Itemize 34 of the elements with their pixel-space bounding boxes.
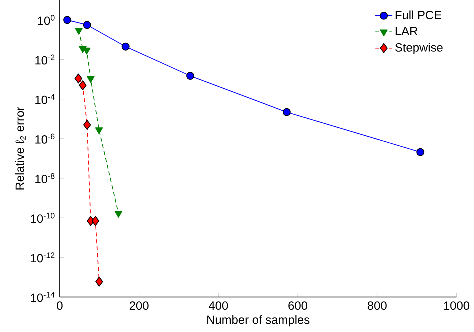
point	[114, 211, 123, 218]
point	[96, 276, 104, 287]
point	[79, 80, 87, 90]
point	[87, 76, 95, 84]
x-tick-label: 0	[57, 302, 63, 310]
x-axis-title: Number of samples	[208, 315, 310, 326]
point	[122, 42, 130, 51]
legend-label: LAR	[396, 27, 418, 36]
legend-label: Full PCE	[396, 10, 442, 20]
point	[74, 74, 82, 84]
point	[416, 148, 425, 156]
point	[186, 72, 194, 80]
y-tick-label: 10$^{-2}$	[36, 54, 55, 65]
point	[84, 120, 92, 130]
y-tick-label: 10$^{-8}$	[36, 173, 55, 184]
x-tick-label: 800	[368, 302, 387, 310]
y-axis-title: Relative ℓ$_{2}$ error	[15, 107, 26, 190]
point	[92, 216, 100, 226]
y-tick-label: 10$^{-14}$	[31, 292, 55, 302]
y-tick-label: 10$^{0}$	[38, 15, 55, 26]
point	[282, 108, 291, 116]
x-tick-label: 1000	[444, 302, 470, 310]
y-tick-label: 10$^{-4}$	[36, 94, 55, 104]
y-tick-label: 10$^{-10}$	[31, 212, 55, 223]
point	[83, 21, 92, 30]
x-tick-label: 200	[130, 302, 149, 310]
y-tick-label: 10$^{-12}$	[31, 252, 55, 263]
legend-label: Stepwise	[395, 43, 443, 54]
x-tick-label: 600	[288, 302, 308, 310]
point	[95, 128, 104, 134]
y-tick-label: 10$^{-6}$	[36, 134, 55, 144]
point	[64, 16, 72, 24]
point	[75, 28, 83, 35]
x-tick-label: 400	[208, 302, 228, 310]
